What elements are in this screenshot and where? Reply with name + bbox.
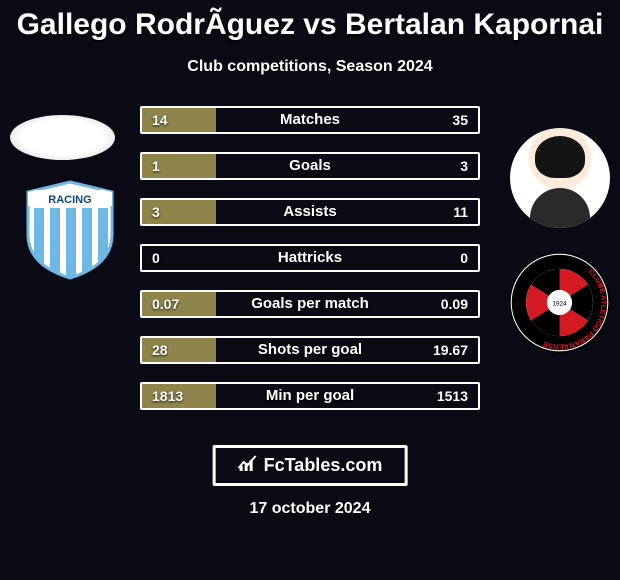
page-subtitle: Club competitions, Season 2024: [0, 58, 620, 76]
stat-row: 0.070.09Goals per match: [140, 290, 480, 318]
stat-row: 1435Matches: [140, 106, 480, 134]
stat-row: 18131513Min per goal: [140, 382, 480, 410]
stat-label: Goals per match: [142, 292, 478, 316]
stat-label: Assists: [142, 200, 478, 224]
stat-label: Hattricks: [142, 246, 478, 270]
footer-site-label: FcTables.com: [264, 455, 383, 476]
stats-bars: 1435Matches 13Goals 311Assists 00Hattricks 0…: [140, 106, 480, 428]
footer-site-box: FcTables.com: [213, 445, 408, 486]
stat-row: 311Assists: [140, 198, 480, 226]
date-label: 17 october 2024: [0, 500, 620, 518]
stat-label: Min per goal: [142, 384, 478, 408]
page-title: Gallego RodrÃ­guez vs Bertalan Kapornai: [0, 0, 620, 42]
chart-icon: [238, 454, 258, 477]
stat-label: Shots per goal: [142, 338, 478, 362]
stat-label: Goals: [142, 154, 478, 178]
stat-row: 00Hattricks: [140, 244, 480, 272]
stat-label: Matches: [142, 108, 478, 132]
stat-row: 13Goals: [140, 152, 480, 180]
stat-row: 2819.67Shots per goal: [140, 336, 480, 364]
